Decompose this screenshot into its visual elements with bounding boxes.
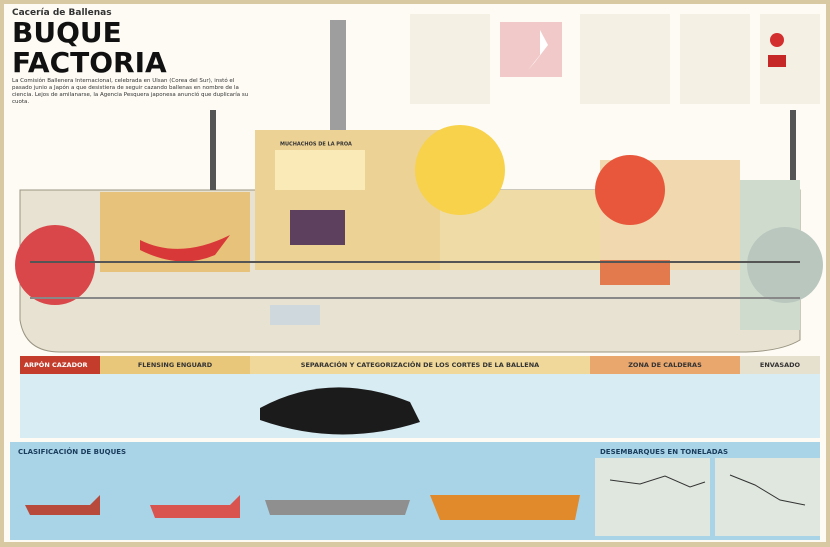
section-title: ENVASADO (760, 361, 801, 369)
title: BUQUE FACTORIA (12, 18, 252, 78)
highlight-circle (747, 227, 823, 303)
page: MUCHACHOS DE LA PROA ARPÓN CAZADOR FLENS… (0, 0, 830, 547)
section-title: FLENSING ENGUARD (138, 361, 213, 369)
chart-box (595, 458, 710, 536)
highlight-circle (595, 155, 665, 225)
inset (290, 210, 345, 245)
section-title: DESEMBARQUES EN TONELADAS (600, 448, 728, 456)
ship-icon (265, 500, 410, 515)
crane (210, 110, 216, 190)
flag (770, 33, 784, 47)
flag (768, 55, 786, 67)
info-box (580, 14, 670, 104)
intro: La Comisión Ballenera Internacional, cel… (12, 78, 252, 106)
highlight-circle (15, 225, 95, 305)
chart-box (715, 458, 820, 536)
info-box (680, 14, 750, 104)
info-box (410, 14, 490, 104)
section-title: SEPARACIÓN Y CATEGORIZACIÓN DE LOS CORTE… (301, 360, 539, 369)
tank (270, 305, 320, 325)
map (500, 22, 562, 77)
boiler (600, 260, 670, 285)
mast (330, 20, 346, 130)
label-box (275, 150, 365, 190)
section-title: CLASIFICACIÓN DE BUQUES (18, 447, 126, 456)
ship-icon (430, 495, 580, 520)
process-strip (20, 374, 820, 438)
section-title: ZONA DE CALDERAS (628, 361, 702, 369)
section-title: ARPÓN CAZADOR (24, 360, 88, 369)
ship-label: MUCHACHOS DE LA PROA (280, 142, 352, 148)
crane (790, 110, 796, 180)
highlight-circle (415, 125, 505, 215)
header: Cacería de Ballenas BUQUE FACTORIA La Co… (12, 8, 252, 106)
